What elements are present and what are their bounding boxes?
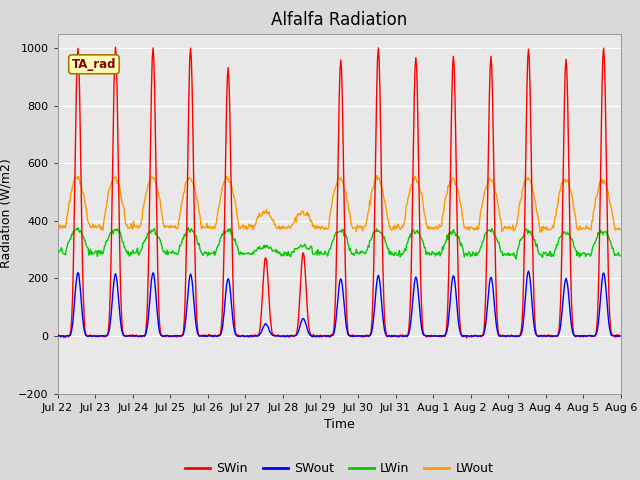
Title: Alfalfa Radiation: Alfalfa Radiation xyxy=(271,11,407,29)
Text: TA_rad: TA_rad xyxy=(72,58,116,71)
X-axis label: Time: Time xyxy=(324,418,355,431)
Legend: SWin, SWout, LWin, LWout: SWin, SWout, LWin, LWout xyxy=(180,457,499,480)
Y-axis label: Radiation (W/m2): Radiation (W/m2) xyxy=(0,159,13,268)
